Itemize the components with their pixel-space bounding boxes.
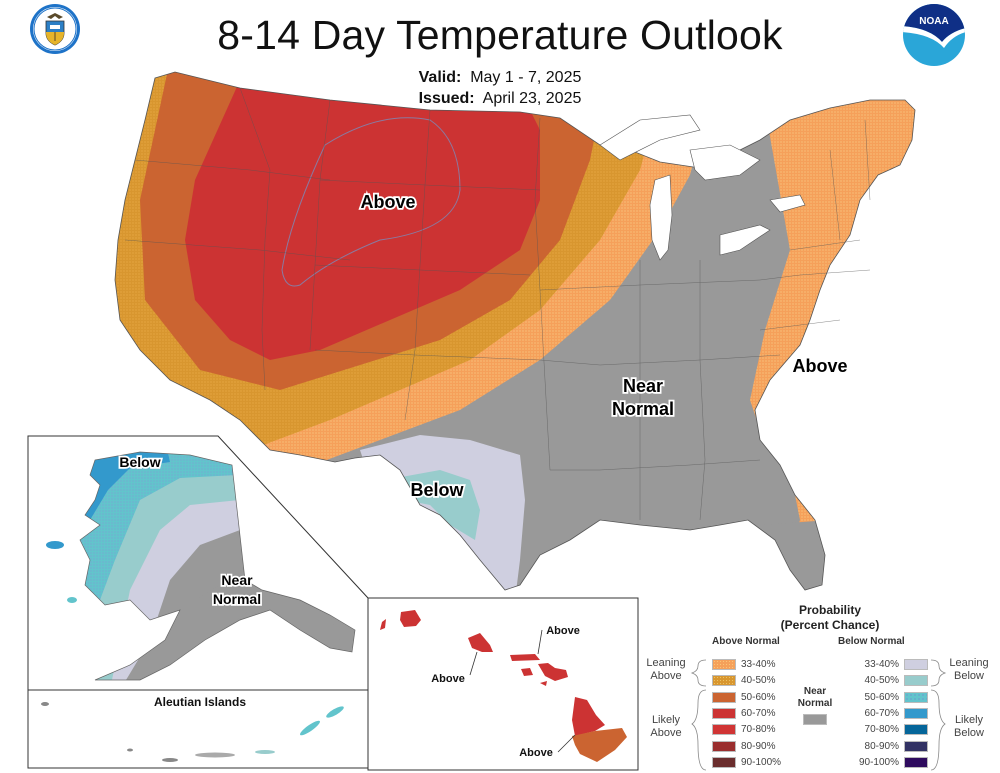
great-lakes: [599, 114, 806, 261]
swatch-above-70-80: [712, 724, 736, 735]
swatch-below-60-70: [904, 708, 928, 719]
swatch-above-80-90: [712, 741, 736, 752]
near-normal-line2: Normal: [797, 698, 833, 709]
near-normal-line1: Near: [803, 686, 827, 697]
maui: [538, 663, 568, 681]
oahu: [468, 633, 493, 652]
issued-value: April 23, 2025: [482, 90, 582, 107]
alaska-near-normal-line1: Near: [221, 572, 253, 588]
noaa-logo-icon: NOAA: [903, 4, 965, 66]
legend-above-row-4: 60-70%: [712, 707, 775, 720]
swatch-below-90-100: [904, 757, 928, 768]
molokai: [510, 654, 540, 661]
legend-below-row-5: 70-80%: [838, 723, 928, 736]
svg-text:NOAA: NOAA: [919, 16, 948, 27]
legend-above-row-6: 80-90%: [712, 740, 775, 753]
swatch-above-33-40: [712, 659, 736, 670]
department-of-commerce-seal: [29, 3, 81, 55]
lanai: [521, 668, 533, 676]
swatch-near-normal: [803, 714, 827, 725]
valid-dates: Valid: May 1 - 7, 2025: [0, 69, 1000, 87]
swatch-below-40-50: [904, 675, 928, 686]
legend-above-row-1: 33-40%: [712, 658, 775, 671]
likely-above-line1: Likely: [651, 714, 681, 726]
legend-title-line2: (Percent Chance): [780, 618, 880, 632]
big-island-north: [572, 697, 605, 736]
legend-above-row-2: 40-50%: [712, 674, 775, 687]
noaa-logo: NOAA: [902, 2, 966, 68]
likely-below-line1: Likely: [954, 714, 984, 726]
legend-below-row-1: 33-40%: [838, 658, 928, 671]
legend-title-line1: Probability: [798, 603, 861, 617]
legend-above-row-3: 50-60%: [712, 691, 775, 704]
swatch-below-33-40: [904, 659, 928, 670]
west-above-label: Above: [360, 192, 415, 212]
swatch-above-60-70: [712, 708, 736, 719]
leaning-below-line2: Below: [954, 670, 984, 682]
kahoolawe: [540, 681, 547, 686]
near-normal-label-line1: Near: [623, 376, 663, 396]
aleutian-title: Aleutian Islands: [154, 695, 246, 709]
swatch-below-80-90: [904, 741, 928, 752]
leaning-above-group: Leaning Above: [644, 657, 688, 683]
legend-below-row-2: 40-50%: [838, 674, 928, 687]
state-boundaries: [124, 87, 871, 521]
likely-above-line2: Above: [650, 727, 682, 739]
near-normal-label-line2: Normal: [612, 399, 674, 419]
legend-below-row-7: 90-100%: [838, 756, 928, 769]
aleutian-islands: [41, 702, 344, 762]
leaning-above-line2: Above: [650, 670, 682, 682]
below-normal-header: Below Normal: [838, 636, 905, 647]
swatch-below-70-80: [904, 724, 928, 735]
near-normal-legend-label: Near Normal: [790, 686, 840, 710]
swatch-below-50-60: [904, 692, 928, 703]
left-braces: [690, 659, 707, 771]
hawaii-big-island-above-label: Above: [519, 747, 553, 759]
legend-above-row-7: 90-100%: [712, 756, 781, 769]
above-normal-header: Above Normal: [712, 636, 780, 647]
big-island-south: [572, 728, 627, 762]
swatch-above-90-100: [712, 757, 736, 768]
swatch-above-40-50: [712, 675, 736, 686]
hawaii-oahu-above-label: Above: [431, 673, 465, 685]
hawaii-islands: [380, 610, 627, 762]
leaning-below-group: Leaning Below: [946, 657, 992, 683]
texas-below-label: Below: [410, 480, 464, 500]
likely-below-line2: Below: [954, 727, 984, 739]
issued-date: Issued: April 23, 2025: [0, 90, 1000, 108]
commerce-seal-icon: [30, 4, 80, 54]
likely-above-group: Likely Above: [644, 714, 688, 740]
alaska-outline: [79, 451, 356, 681]
alaska-near-normal-line2: Normal: [213, 591, 261, 607]
hawaii-molokai-above-label: Above: [546, 625, 580, 637]
nunivak-island: [67, 597, 77, 603]
legend-below-row-6: 80-90%: [838, 740, 928, 753]
alaska-below-label: Below: [119, 454, 160, 470]
st-lawrence-island: [46, 541, 64, 549]
east-above-label: Above: [792, 356, 847, 376]
legend-below-row-3: 50-60%: [838, 691, 928, 704]
legend-above-row-5: 70-80%: [712, 723, 775, 736]
valid-label: Valid:: [418, 69, 462, 86]
probability-legend: Probability (Percent Chance) Above Norma…: [640, 600, 1000, 773]
hawaii-leader-lines: [469, 629, 576, 753]
right-braces: [930, 659, 947, 771]
issued-label: Issued:: [418, 90, 475, 107]
leaning-above-line1: Leaning: [646, 657, 686, 669]
leaning-below-line1: Leaning: [949, 657, 989, 669]
likely-below-group: Likely Below: [946, 714, 992, 740]
kauai: [400, 610, 421, 627]
swatch-above-50-60: [712, 692, 736, 703]
page-title: 8-14 Day Temperature Outlook: [217, 12, 783, 58]
valid-value: May 1 - 7, 2025: [470, 69, 582, 86]
legend-below-row-4: 60-70%: [838, 707, 928, 720]
